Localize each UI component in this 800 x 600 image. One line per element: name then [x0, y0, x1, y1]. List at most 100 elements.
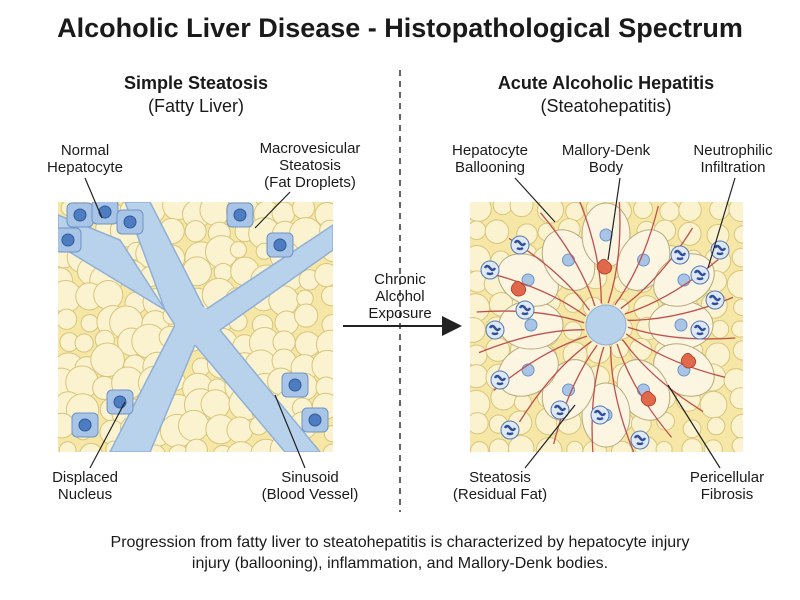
- neutrophil: [500, 420, 520, 440]
- fat-droplet: [226, 416, 254, 444]
- fat-droplet: [294, 303, 319, 328]
- fat-droplet: [470, 316, 486, 343]
- fat-droplet: [733, 225, 743, 244]
- fibrosis: [621, 339, 704, 413]
- leader-line: [707, 177, 736, 269]
- caption: Progression from fatty liver to steatohe…: [111, 534, 690, 572]
- label: Sinusoid (Blood Vessel): [262, 469, 359, 503]
- fat-droplet: [710, 320, 730, 339]
- fibrosis: [539, 212, 596, 307]
- fat-droplet: [726, 270, 743, 299]
- fibrosis: [579, 202, 602, 304]
- fat-droplet: [229, 241, 248, 259]
- central-vein: [175, 305, 215, 345]
- panel-subtitle: (Fatty Liver): [148, 96, 244, 116]
- label: Mallory-Denk Body: [562, 142, 651, 176]
- panel-title: Simple Steatosis: [124, 73, 268, 93]
- fat-droplet: [728, 202, 743, 222]
- mallory-denk-body: [510, 280, 527, 297]
- fibrosis: [625, 333, 726, 378]
- neutrophil-nucleus: [488, 324, 502, 336]
- nucleus: [233, 208, 247, 222]
- neutrophil-nucleus: [693, 269, 707, 281]
- fat-droplet: [314, 262, 333, 288]
- leader-line: [84, 177, 103, 219]
- label: Macrovesicular Steatosis (Fat Droplets): [260, 140, 361, 191]
- mallory-denk-body: [640, 390, 657, 407]
- fat-droplet: [629, 337, 653, 362]
- neutrophil-nucleus: [518, 304, 532, 316]
- leader-line: [254, 191, 291, 229]
- fat-droplet: [292, 202, 316, 220]
- fibrosis: [553, 344, 598, 445]
- fat-droplet: [58, 441, 77, 452]
- fat-droplet: [706, 416, 726, 436]
- fat-droplet: [74, 333, 94, 353]
- neutrophil: [510, 235, 530, 255]
- fat-droplet: [226, 441, 256, 452]
- neutrophil: [590, 405, 610, 425]
- fat-droplet: [58, 412, 76, 439]
- neutrophil: [690, 320, 710, 340]
- fat-droplet: [470, 412, 489, 435]
- fat-droplet: [470, 220, 487, 241]
- leader-line: [274, 394, 306, 469]
- fat-droplet: [536, 202, 565, 224]
- label: Steatosis (Residual Fat): [453, 469, 547, 503]
- fibrosis: [610, 346, 635, 452]
- fibrosis: [518, 340, 592, 423]
- fat-droplet: [58, 308, 78, 330]
- leader-line: [607, 177, 621, 261]
- fat-droplet: [732, 340, 743, 361]
- fat-droplet: [633, 202, 654, 219]
- fat-droplet: [470, 441, 489, 452]
- central-vein: [585, 304, 627, 346]
- fat-droplet: [731, 437, 743, 452]
- neutrophil-nucleus: [513, 239, 527, 251]
- neutrophil: [485, 320, 505, 340]
- fat-droplet: [655, 440, 673, 452]
- nucleus: [674, 318, 688, 332]
- neutrophil-nucleus: [483, 264, 497, 276]
- nucleus: [61, 233, 75, 247]
- fat-droplet: [731, 247, 743, 268]
- fat-droplet: [322, 443, 333, 452]
- neutrophil-nucleus: [593, 409, 607, 421]
- neutrophil-nucleus: [693, 324, 707, 336]
- hepatitis-illustration: [470, 202, 743, 452]
- neutrophil: [480, 260, 500, 280]
- nucleus: [73, 208, 87, 222]
- fat-droplet: [535, 437, 563, 452]
- nucleus: [677, 273, 691, 287]
- label: Normal Hepatocyte: [47, 142, 123, 176]
- fat-droplet: [184, 220, 207, 243]
- fibrosis: [607, 202, 621, 304]
- fat-droplet: [703, 439, 723, 452]
- fibrosis: [486, 272, 587, 317]
- leader-line: [89, 401, 126, 469]
- nucleus: [288, 378, 302, 392]
- transition-label: Chronic Alcohol Exposure: [368, 271, 431, 322]
- neutrophil-nucleus: [553, 404, 567, 416]
- neutrophil-nucleus: [493, 374, 507, 386]
- neutrophil: [490, 370, 510, 390]
- label: Hepatocyte Ballooning: [452, 142, 528, 176]
- fat-droplet: [200, 389, 231, 420]
- panel-subtitle: (Steatohepatitis): [540, 96, 671, 116]
- fat-droplet: [79, 442, 103, 452]
- nucleus: [562, 383, 575, 397]
- fibrosis: [616, 343, 673, 438]
- fat-droplet: [677, 221, 702, 246]
- fibrosis: [476, 310, 585, 324]
- neutrophil-nucleus: [713, 244, 727, 256]
- fat-droplet: [507, 434, 535, 452]
- fat-droplet: [682, 419, 702, 439]
- neutrophil: [515, 300, 535, 320]
- label: Pericellular Fibrosis: [690, 469, 764, 503]
- fat-droplet: [470, 202, 492, 223]
- fat-droplet: [492, 202, 513, 216]
- neutrophil: [690, 265, 710, 285]
- neutrophil-nucleus: [673, 249, 687, 261]
- fat-droplet: [168, 444, 189, 452]
- fat-droplet: [563, 292, 584, 313]
